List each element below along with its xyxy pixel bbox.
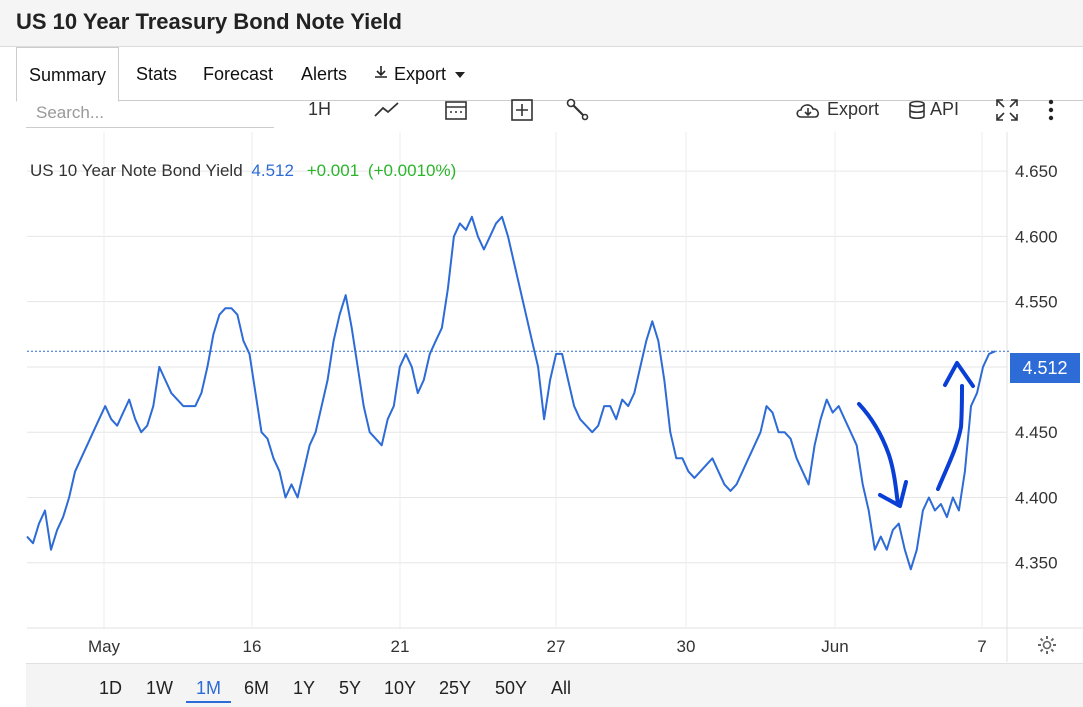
range-1m[interactable]: 1M (186, 678, 232, 703)
tab-stats[interactable]: Stats (136, 64, 178, 84)
api-button[interactable]: API (908, 96, 959, 122)
legend-change: +0.001 (306, 161, 360, 180)
search-input[interactable] (26, 98, 274, 128)
x-axis: May 16 21 27 30 Jun 7 (88, 637, 987, 656)
range-6m[interactable]: 6M (244, 678, 270, 698)
x-tick-label: May (88, 637, 121, 656)
range-5y[interactable]: 5Y (339, 678, 362, 698)
legend-change-pct: (+0.0010%) (367, 161, 457, 180)
interval-button[interactable]: 1H (308, 99, 332, 119)
tab-summary[interactable]: Summary (16, 47, 120, 102)
x-tick-label: 7 (977, 637, 986, 656)
gear-icon[interactable] (1036, 634, 1058, 661)
annotation-up-arrow (936, 361, 975, 491)
tab-forecast[interactable]: Forecast (203, 64, 274, 84)
more-vertical-icon[interactable] (1046, 96, 1056, 122)
y-tick-label: 4.450 (1015, 423, 1058, 442)
page-title: US 10 Year Treasury Bond Note Yield (16, 9, 402, 34)
x-tick-label: 30 (677, 637, 696, 656)
chart-legend: US 10 Year Note Bond Yield 4.512 +0.001 … (30, 161, 456, 181)
range-25y[interactable]: 25Y (439, 678, 472, 698)
annotation-marks (857, 361, 975, 508)
wrench-icon[interactable] (566, 96, 590, 122)
api-label: API (930, 99, 960, 119)
x-tick-label: 21 (391, 637, 410, 656)
tab-export-label: Export (394, 64, 447, 84)
tab-bar: Summary Stats Forecast Alerts Export (16, 47, 1083, 102)
series-line (26, 215, 996, 571)
cloud-download-icon (794, 99, 827, 119)
last-price-tag: 4.512 (1010, 353, 1080, 383)
add-indicator-icon[interactable] (510, 96, 534, 122)
annotation-down-arrow (857, 402, 908, 508)
y-tick-label: 4.350 (1015, 554, 1058, 573)
legend-last-value: 4.512 (251, 161, 294, 180)
fullscreen-icon[interactable] (994, 96, 1020, 122)
range-50y[interactable]: 50Y (495, 678, 528, 698)
y-tick-label: 4.650 (1015, 162, 1058, 181)
calendar-icon[interactable] (444, 96, 468, 122)
export-button[interactable]: Export (794, 96, 879, 122)
download-icon (373, 64, 394, 84)
range-10y[interactable]: 10Y (384, 678, 417, 698)
range-all[interactable]: All (551, 678, 572, 698)
tab-export[interactable]: Export (373, 47, 466, 101)
range-selector: 1D 1W 1M 6M 1Y 5Y 10Y 25Y 50Y All (26, 663, 1083, 707)
x-tick-label: 27 (547, 637, 566, 656)
page-header: US 10 Year Treasury Bond Note Yield (0, 0, 1083, 47)
y-tick-label: 4.600 (1015, 227, 1058, 246)
range-1d[interactable]: 1D (99, 678, 123, 698)
y-tick-label: 4.400 (1015, 488, 1058, 507)
chart-grid (27, 132, 1083, 662)
x-tick-label: Jun (821, 637, 848, 656)
range-1w[interactable]: 1W (146, 678, 173, 698)
tab-alerts[interactable]: Alerts (301, 64, 348, 84)
database-icon (908, 99, 930, 120)
legend-series-name: US 10 Year Note Bond Yield (30, 161, 243, 180)
y-tick-label: 4.550 (1015, 293, 1058, 312)
x-tick-label: 16 (243, 637, 262, 656)
range-1y[interactable]: 1Y (293, 678, 316, 698)
line-chart-icon[interactable] (374, 96, 400, 122)
caret-down-icon (455, 72, 466, 79)
export-label: Export (827, 99, 880, 119)
